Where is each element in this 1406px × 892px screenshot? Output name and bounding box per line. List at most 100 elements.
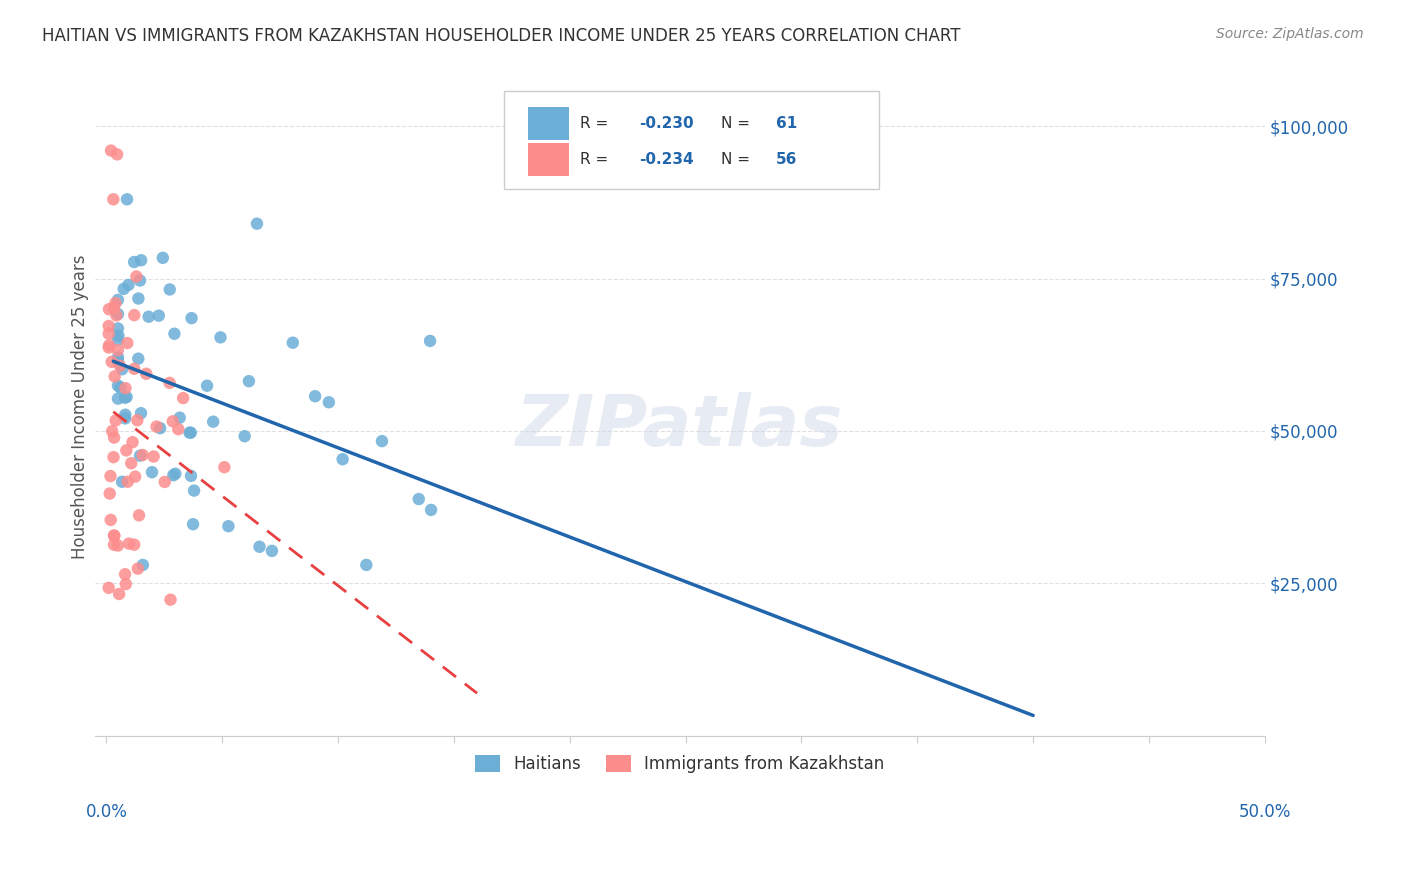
Point bbox=[101, 424, 124, 438]
Point bbox=[114, 408, 136, 422]
Legend: Haitians, Immigrants from Kazakhstan: Haitians, Immigrants from Kazakhstan bbox=[468, 748, 891, 780]
Point bbox=[209, 330, 232, 344]
Point bbox=[408, 491, 430, 506]
Point bbox=[195, 378, 218, 392]
Point bbox=[108, 587, 131, 601]
Point bbox=[114, 577, 136, 591]
Point bbox=[260, 544, 283, 558]
Point bbox=[304, 389, 326, 403]
Point bbox=[420, 503, 443, 517]
Point bbox=[180, 311, 202, 326]
Point bbox=[181, 517, 204, 532]
Bar bbox=[527, 107, 568, 140]
Point bbox=[180, 468, 202, 483]
Point bbox=[107, 328, 129, 343]
Point bbox=[153, 475, 176, 489]
Point bbox=[122, 538, 145, 552]
Text: 61: 61 bbox=[776, 116, 797, 131]
Point bbox=[233, 429, 256, 443]
Point bbox=[127, 292, 149, 306]
Point bbox=[141, 465, 163, 479]
Point bbox=[115, 390, 138, 404]
Point bbox=[120, 456, 142, 470]
Point bbox=[246, 217, 269, 231]
Point bbox=[124, 361, 146, 376]
Point bbox=[135, 367, 157, 381]
Point bbox=[149, 421, 172, 435]
Point bbox=[107, 333, 129, 347]
Point bbox=[127, 561, 149, 575]
Point bbox=[202, 415, 225, 429]
Point bbox=[129, 273, 152, 287]
Point bbox=[107, 293, 129, 307]
Point bbox=[122, 255, 145, 269]
Y-axis label: Householder Income Under 25 years: Householder Income Under 25 years bbox=[72, 254, 89, 558]
Point bbox=[111, 475, 134, 489]
Point bbox=[159, 592, 181, 607]
Point bbox=[114, 411, 136, 425]
Point bbox=[129, 253, 152, 268]
Point bbox=[115, 192, 138, 206]
Point bbox=[356, 558, 378, 572]
Text: ZIPatlas: ZIPatlas bbox=[516, 392, 844, 461]
Point bbox=[100, 513, 122, 527]
Point bbox=[97, 581, 120, 595]
Point bbox=[114, 567, 136, 582]
Point bbox=[214, 460, 236, 475]
Point bbox=[318, 395, 340, 409]
Point bbox=[124, 469, 146, 483]
Point bbox=[103, 450, 125, 464]
Text: Source: ZipAtlas.com: Source: ZipAtlas.com bbox=[1216, 27, 1364, 41]
Point bbox=[103, 538, 125, 552]
Point bbox=[217, 519, 239, 533]
Point bbox=[127, 351, 149, 366]
Point bbox=[179, 425, 201, 440]
Point bbox=[103, 192, 125, 206]
Point bbox=[238, 374, 260, 388]
Text: N =: N = bbox=[721, 153, 755, 167]
Point bbox=[105, 309, 128, 323]
Point bbox=[118, 536, 141, 550]
Point bbox=[107, 392, 129, 406]
Text: 0.0%: 0.0% bbox=[86, 803, 128, 821]
Point bbox=[152, 251, 174, 265]
Point bbox=[104, 413, 127, 427]
Point bbox=[163, 326, 186, 341]
Point bbox=[100, 355, 122, 369]
Point bbox=[103, 301, 125, 315]
Point bbox=[107, 321, 129, 335]
Text: 56: 56 bbox=[776, 153, 797, 167]
Text: R =: R = bbox=[581, 116, 613, 131]
Point bbox=[97, 326, 120, 341]
Text: -0.234: -0.234 bbox=[638, 153, 693, 167]
Point bbox=[97, 318, 120, 333]
Point bbox=[159, 283, 181, 297]
Point bbox=[159, 376, 181, 390]
Point bbox=[107, 351, 129, 365]
Point bbox=[180, 425, 202, 440]
Point bbox=[107, 307, 129, 321]
Point bbox=[103, 528, 125, 542]
Point bbox=[129, 449, 152, 463]
Point bbox=[145, 419, 167, 434]
Point bbox=[172, 391, 194, 405]
Bar bbox=[527, 144, 568, 176]
Text: -0.230: -0.230 bbox=[638, 116, 693, 131]
Point bbox=[371, 434, 394, 449]
Point bbox=[115, 443, 138, 458]
Point bbox=[97, 341, 120, 355]
Point bbox=[117, 277, 139, 292]
Point bbox=[107, 354, 129, 368]
Point bbox=[110, 380, 132, 394]
Point bbox=[148, 309, 170, 323]
Point bbox=[127, 413, 149, 427]
Point bbox=[107, 539, 129, 553]
Point bbox=[121, 435, 143, 450]
Point bbox=[169, 410, 191, 425]
Point bbox=[100, 144, 122, 158]
Point bbox=[98, 302, 121, 317]
Point bbox=[105, 147, 128, 161]
Point bbox=[281, 335, 304, 350]
Point bbox=[128, 508, 150, 523]
Point bbox=[98, 338, 121, 352]
